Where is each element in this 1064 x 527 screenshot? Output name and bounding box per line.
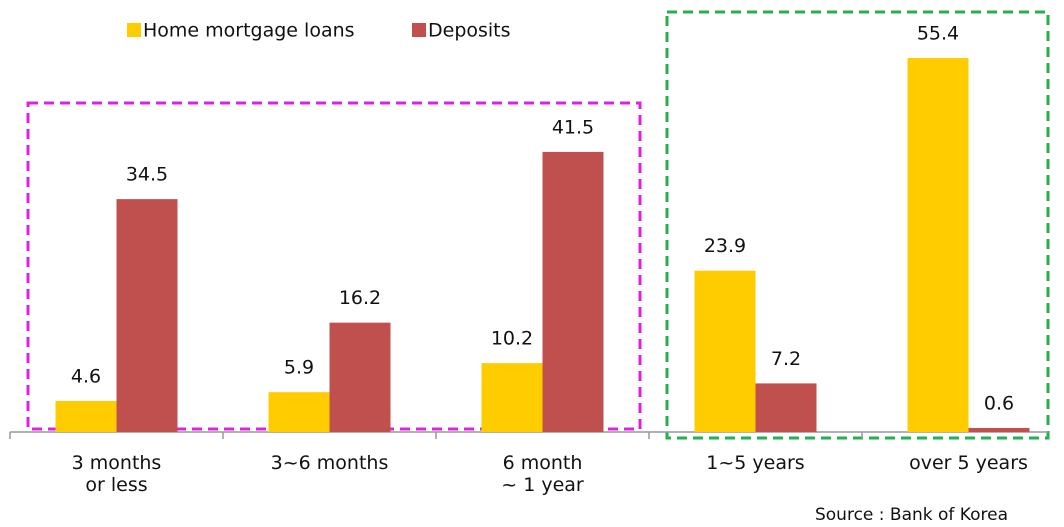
x-tick-label: 3 months or less — [71, 452, 162, 496]
value-label: 4.6 — [71, 365, 101, 387]
legend-label: Home mortgage loans — [143, 20, 355, 42]
value-label: 5.9 — [284, 357, 314, 379]
x-tick-label: over 5 years — [909, 452, 1028, 474]
value-label: 16.2 — [339, 287, 381, 309]
legend-swatch — [127, 23, 141, 37]
bar — [694, 270, 756, 432]
bar — [116, 199, 178, 432]
x-tick-label: 6 month ~ 1 year — [501, 452, 584, 496]
bar — [968, 427, 1030, 432]
x-tick-label: 3~6 months — [270, 452, 389, 474]
source: Source : Bank of Korea — [814, 505, 1008, 525]
bar — [329, 322, 391, 432]
value-label: 7.2 — [771, 348, 801, 370]
value-label: 34.5 — [126, 164, 168, 186]
value-label: 41.5 — [552, 116, 594, 138]
bar — [907, 58, 969, 433]
highlight-box — [26, 101, 642, 431]
x-tick-label: 1~5 years — [706, 452, 805, 474]
bar — [55, 400, 117, 432]
value-label: 55.4 — [917, 23, 959, 45]
value-label: 10.2 — [491, 328, 533, 350]
legend-label: Deposits — [428, 20, 511, 42]
bar — [268, 392, 330, 432]
bar — [481, 363, 543, 432]
bar — [542, 151, 604, 432]
highlight-box — [665, 10, 1050, 440]
value-label: 0.6 — [984, 392, 1014, 414]
legend-swatch — [412, 23, 426, 37]
value-label: 23.9 — [704, 235, 746, 257]
bar — [755, 383, 817, 432]
